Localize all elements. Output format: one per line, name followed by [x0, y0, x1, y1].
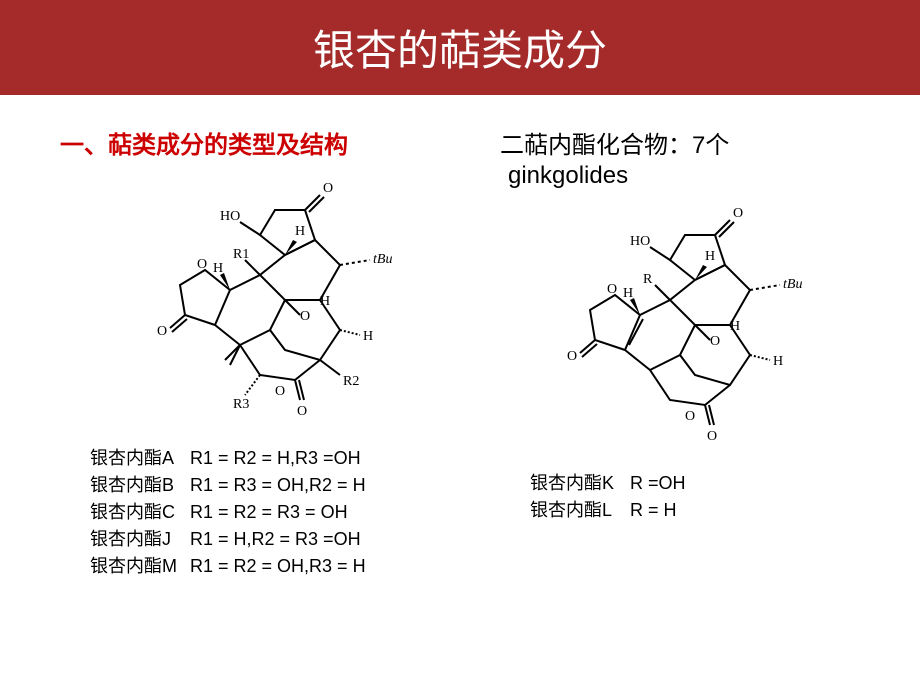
svg-text:H: H — [705, 249, 715, 264]
molecule-right-icon: HO O H R H tBu O O H O O O H — [555, 195, 815, 455]
svg-text:R1: R1 — [233, 247, 249, 262]
compound-name: 银杏内酯J — [90, 526, 190, 553]
compound-formula: R1 = H,R2 = R3 =OH — [190, 526, 490, 553]
svg-text:HO: HO — [220, 209, 240, 224]
compound-formula: R1 = R2 = R3 = OH — [190, 499, 490, 526]
svg-text:H: H — [295, 224, 305, 239]
compound-name: 银杏内酯M — [90, 553, 190, 580]
left-heading: 一、萜类成分的类型及结构 — [60, 125, 490, 160]
svg-text:H: H — [773, 354, 783, 369]
molecule-left-icon: HO O H R1 H tBu O O H O R2 R3 O O H — [145, 170, 405, 430]
left-compound-list: 银杏内酯A R1 = R2 = H,R3 =OH 银杏内酯B R1 = R3 =… — [60, 445, 490, 580]
compound-formula: R1 = R3 = OH,R2 = H — [190, 472, 490, 499]
compound-name: 银杏内酯C — [90, 499, 190, 526]
svg-text:H: H — [213, 261, 223, 276]
left-structure: HO O H R1 H tBu O O H O R2 R3 O O H — [60, 170, 490, 430]
compound-formula: R =OH — [630, 470, 870, 497]
svg-text:O: O — [157, 324, 167, 339]
svg-text:HO: HO — [630, 234, 650, 249]
svg-text:O: O — [297, 404, 307, 419]
svg-text:O: O — [567, 349, 577, 364]
svg-text:O: O — [323, 181, 333, 196]
svg-text:H: H — [623, 286, 633, 301]
svg-text:tBu: tBu — [783, 277, 802, 292]
svg-text:H: H — [363, 329, 373, 344]
svg-text:H: H — [730, 319, 740, 334]
svg-text:tBu: tBu — [373, 252, 392, 267]
compound-name: 银杏内酯A — [90, 445, 190, 472]
right-compound-list: 银杏内酯K R =OH 银杏内酯L R = H — [500, 470, 870, 524]
content-area: 一、萜类成分的类型及结构 — [0, 95, 920, 590]
svg-text:O: O — [300, 309, 310, 324]
page-title: 银杏的萜类成分 — [313, 17, 607, 78]
compound-formula: R1 = R2 = OH,R3 = H — [190, 553, 490, 580]
list-item: 银杏内酯A R1 = R2 = H,R3 =OH — [90, 445, 490, 472]
list-item: 银杏内酯L R = H — [530, 497, 870, 524]
svg-text:O: O — [733, 206, 743, 221]
list-item: 银杏内酯C R1 = R2 = R3 = OH — [90, 499, 490, 526]
list-item: 银杏内酯K R =OH — [530, 470, 870, 497]
svg-text:O: O — [275, 384, 285, 399]
svg-text:O: O — [707, 429, 717, 444]
compound-name: 银杏内酯L — [530, 497, 630, 524]
left-column: 一、萜类成分的类型及结构 — [60, 125, 490, 580]
svg-text:R: R — [643, 272, 653, 287]
right-structure: HO O H R H tBu O O H O O O H — [500, 195, 870, 455]
svg-text:O: O — [685, 409, 695, 424]
compound-name: 银杏内酯K — [530, 470, 630, 497]
right-subheading: ginkgolides — [500, 162, 870, 190]
compound-formula: R1 = R2 = H,R3 =OH — [190, 445, 490, 472]
list-item: 银杏内酯M R1 = R2 = OH,R3 = H — [90, 553, 490, 580]
compound-name: 银杏内酯B — [90, 472, 190, 499]
svg-text:R3: R3 — [233, 397, 249, 412]
right-heading: 二萜内酯化合物：7个 — [500, 125, 870, 160]
svg-text:R2: R2 — [343, 374, 359, 389]
svg-text:H: H — [320, 294, 330, 309]
list-item: 银杏内酯J R1 = H,R2 = R3 =OH — [90, 526, 490, 553]
svg-text:O: O — [710, 334, 720, 349]
svg-text:O: O — [607, 282, 617, 297]
right-column: 二萜内酯化合物：7个 ginkgolides — [490, 125, 870, 580]
compound-formula: R = H — [630, 497, 870, 524]
title-bar: 银杏的萜类成分 — [0, 0, 920, 95]
list-item: 银杏内酯B R1 = R3 = OH,R2 = H — [90, 472, 490, 499]
svg-text:O: O — [197, 257, 207, 272]
